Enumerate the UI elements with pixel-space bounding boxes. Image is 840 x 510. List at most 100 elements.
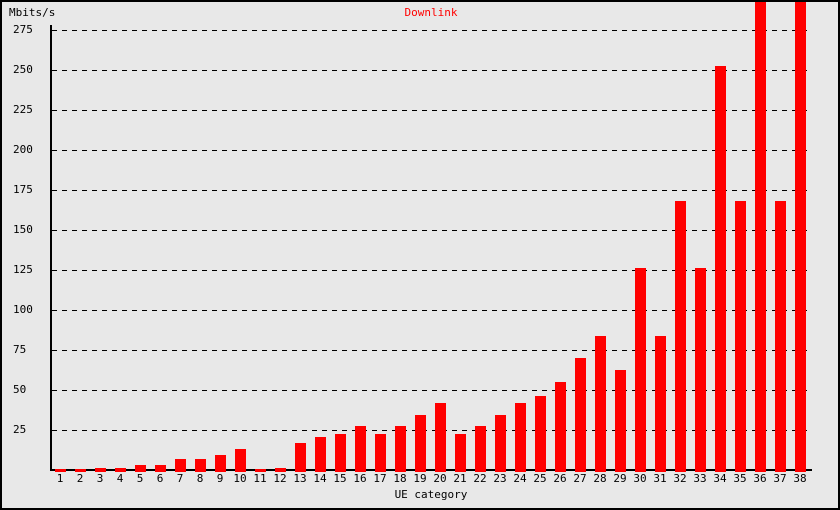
y-tick-label-75: 75 xyxy=(13,343,27,356)
bar-category-1 xyxy=(54,469,66,472)
y-tick-label-150: 150 xyxy=(13,223,33,236)
x-tick-label-16: 16 xyxy=(353,472,367,485)
x-tick-label-30: 30 xyxy=(633,472,647,485)
x-tick-label-1: 1 xyxy=(56,472,64,485)
x-axis-title: UE category xyxy=(394,488,468,501)
bar-category-38 xyxy=(794,2,806,472)
bar-category-5 xyxy=(134,465,146,472)
bar-category-10 xyxy=(234,448,246,472)
bar-category-19 xyxy=(414,414,426,472)
y-axis-unit-label: Mbits/s xyxy=(9,6,56,19)
x-tick-label-38: 38 xyxy=(793,472,807,485)
gridline-275 xyxy=(52,30,812,31)
x-tick-label-3: 3 xyxy=(96,472,104,485)
bar-category-34 xyxy=(714,66,726,472)
y-tick-label-275: 275 xyxy=(13,23,33,36)
bar-category-7 xyxy=(174,459,186,472)
bar-category-11 xyxy=(254,469,266,472)
gridline-125 xyxy=(52,270,812,271)
x-tick-label-31: 31 xyxy=(653,472,667,485)
gridline-100 xyxy=(52,310,812,311)
x-tick-label-33: 33 xyxy=(693,472,707,485)
x-tick-label-19: 19 xyxy=(413,472,427,485)
x-axis-line xyxy=(50,469,812,471)
x-tick-label-25: 25 xyxy=(533,472,547,485)
x-tick-label-14: 14 xyxy=(313,472,327,485)
gridline-200 xyxy=(52,150,812,151)
bar-category-3 xyxy=(94,468,106,472)
bar-category-16 xyxy=(354,426,366,472)
bar-category-4 xyxy=(114,468,126,472)
x-tick-label-18: 18 xyxy=(393,472,407,485)
y-tick-label-175: 175 xyxy=(13,183,33,196)
bar-category-8 xyxy=(194,459,206,472)
x-tick-label-11: 11 xyxy=(253,472,267,485)
x-tick-label-24: 24 xyxy=(513,472,527,485)
x-tick-label-21: 21 xyxy=(453,472,467,485)
y-tick-label-200: 200 xyxy=(13,143,33,156)
x-tick-label-8: 8 xyxy=(196,472,204,485)
x-tick-label-35: 35 xyxy=(733,472,747,485)
bar-category-33 xyxy=(694,268,706,472)
x-tick-label-6: 6 xyxy=(156,472,164,485)
y-tick-label-250: 250 xyxy=(13,63,33,76)
bar-category-14 xyxy=(314,437,326,472)
x-tick-label-37: 37 xyxy=(773,472,787,485)
gridline-50 xyxy=(52,390,812,391)
y-tick-label-225: 225 xyxy=(13,103,33,116)
gridline-25 xyxy=(52,430,812,431)
bar-category-2 xyxy=(74,469,86,472)
gridline-75 xyxy=(52,350,812,351)
y-axis-line xyxy=(50,25,52,471)
bar-category-28 xyxy=(594,335,606,472)
bars-layer xyxy=(0,2,840,472)
bar-category-21 xyxy=(454,433,466,472)
x-tick-label-29: 29 xyxy=(613,472,627,485)
x-tick-label-4: 4 xyxy=(116,472,124,485)
bar-category-36 xyxy=(754,2,766,472)
bar-category-29 xyxy=(614,370,626,472)
gridline-175 xyxy=(52,190,812,191)
bar-category-15 xyxy=(334,433,346,472)
bar-category-32 xyxy=(674,200,686,472)
bar-category-37 xyxy=(774,200,786,472)
bar-category-22 xyxy=(474,426,486,472)
x-tick-label-10: 10 xyxy=(233,472,247,485)
x-tick-label-36: 36 xyxy=(753,472,767,485)
y-tick-label-125: 125 xyxy=(13,263,33,276)
y-tick-label-100: 100 xyxy=(13,303,33,316)
x-tick-label-7: 7 xyxy=(176,472,184,485)
y-tick-label-50: 50 xyxy=(13,383,27,396)
chart-title: Downlink xyxy=(404,6,458,19)
x-tick-label-5: 5 xyxy=(136,472,144,485)
bar-category-35 xyxy=(734,200,746,472)
bar-category-12 xyxy=(274,468,286,472)
x-tick-label-20: 20 xyxy=(433,472,447,485)
bar-category-20 xyxy=(434,403,446,472)
bar-category-31 xyxy=(654,335,666,472)
bar-category-18 xyxy=(394,426,406,472)
y-tick-label-25: 25 xyxy=(13,423,27,436)
bar-category-17 xyxy=(374,433,386,472)
x-tick-label-17: 17 xyxy=(373,472,387,485)
x-tick-label-2: 2 xyxy=(76,472,84,485)
gridline-250 xyxy=(52,70,812,71)
x-tick-label-34: 34 xyxy=(713,472,727,485)
x-tick-label-28: 28 xyxy=(593,472,607,485)
bar-category-27 xyxy=(574,358,586,472)
x-tick-label-15: 15 xyxy=(333,472,347,485)
bar-category-26 xyxy=(554,381,566,472)
bar-category-6 xyxy=(154,465,166,472)
x-tick-label-9: 9 xyxy=(216,472,224,485)
x-tick-label-27: 27 xyxy=(573,472,587,485)
gridline-225 xyxy=(52,110,812,111)
gridline-150 xyxy=(52,230,812,231)
x-tick-label-13: 13 xyxy=(293,472,307,485)
x-tick-label-26: 26 xyxy=(553,472,567,485)
bar-category-30 xyxy=(634,268,646,472)
x-tick-label-23: 23 xyxy=(493,472,507,485)
bar-category-13 xyxy=(294,442,306,472)
bar-category-23 xyxy=(494,414,506,472)
bar-category-25 xyxy=(534,396,546,472)
